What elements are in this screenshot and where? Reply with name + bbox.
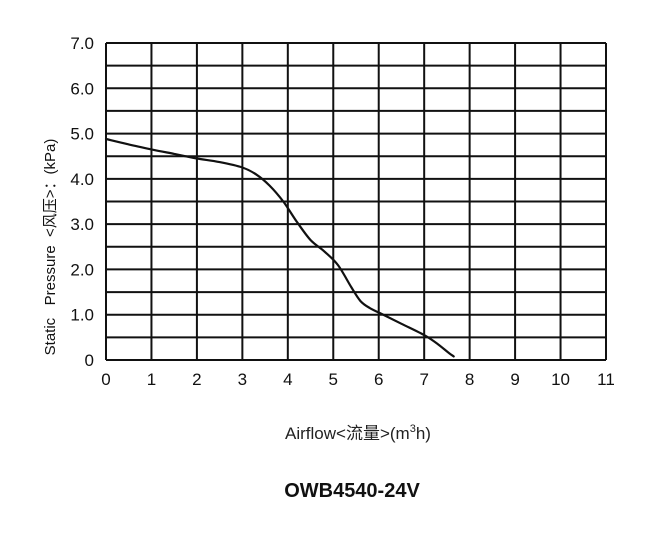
y-tick-label: 0	[85, 351, 94, 370]
x-tick-label: 10	[551, 370, 570, 389]
y-tick-label: 7.0	[70, 34, 94, 53]
y-axis-ticks: 0 1.0 2.0 3.0 4.0 5.0 6.0 7.0	[70, 34, 94, 370]
x-tick-label: 1	[147, 370, 156, 389]
x-tick-label: 6	[374, 370, 383, 389]
x-tick-label: 5	[329, 370, 338, 389]
y-tick-label: 4.0	[70, 170, 94, 189]
y-tick-label: 6.0	[70, 79, 94, 98]
pressure-curve	[104, 137, 455, 358]
x-axis-ticks: 0 1 2 3 4 5 6 7 8 9 10 11	[101, 370, 615, 389]
x-tick-label: 9	[510, 370, 519, 389]
x-tick-label: 8	[465, 370, 474, 389]
x-tick-label: 4	[283, 370, 292, 389]
x-axis-label-main: Airflow<流量>(m	[285, 424, 410, 443]
x-tick-label: 7	[419, 370, 428, 389]
grid	[105, 42, 607, 361]
x-axis-label-sup: 3	[410, 423, 416, 435]
y-tick-label: 3.0	[70, 215, 94, 234]
x-axis-label: Airflow<流量>(m3h)	[285, 423, 431, 443]
x-tick-label: 3	[238, 370, 247, 389]
series-layer	[104, 137, 455, 358]
x-tick-label: 2	[192, 370, 201, 389]
y-tick-label: 5.0	[70, 125, 94, 144]
chart-title: OWB4540-24V	[284, 480, 420, 502]
y-axis-label: Static Pressure <风压>：(kPa)	[42, 139, 59, 356]
x-tick-label: 11	[597, 370, 615, 389]
y-tick-label: 2.0	[70, 260, 94, 279]
x-axis-label-end: h)	[416, 424, 431, 443]
x-tick-label: 0	[101, 370, 110, 389]
y-tick-label: 1.0	[70, 306, 94, 325]
